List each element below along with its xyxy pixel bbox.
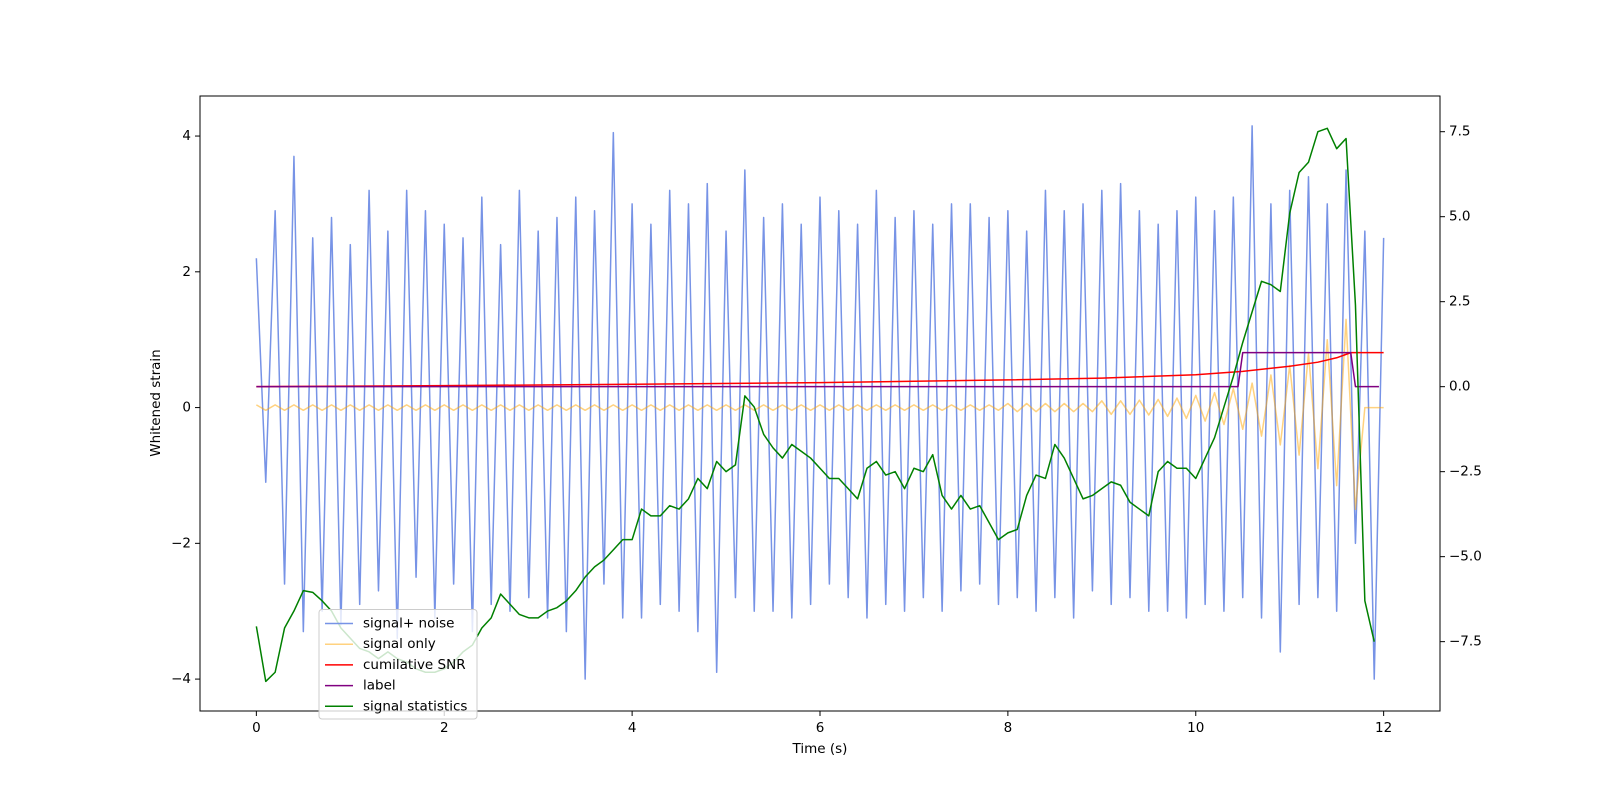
x-tick-label: 4 bbox=[628, 720, 637, 736]
y2-tick-label: −5.0 bbox=[1449, 549, 1482, 565]
y-axis-label: Whitened strain bbox=[148, 349, 164, 456]
y2-tick-label: 2.5 bbox=[1449, 294, 1470, 310]
legend-label: label bbox=[363, 678, 396, 694]
legend-label: cumilative SNR bbox=[363, 657, 466, 673]
legend-box bbox=[318, 609, 478, 720]
legend-label: signal+ noise bbox=[363, 616, 454, 632]
y-tick-label: 4 bbox=[182, 128, 191, 144]
series-line bbox=[255, 318, 1384, 511]
y-tick-label: 0 bbox=[182, 400, 191, 416]
plot-lines bbox=[255, 125, 1385, 683]
x-axis-label: Time (s) bbox=[792, 741, 848, 757]
x-tick-label: 6 bbox=[816, 720, 825, 736]
legend: signal+ noise signal only cumilative SNR la… bbox=[318, 609, 478, 720]
series-line bbox=[256, 351, 1379, 388]
series-line bbox=[255, 125, 1385, 680]
y-tick-label: 2 bbox=[182, 264, 191, 280]
x-tick-label: 10 bbox=[1187, 720, 1204, 736]
x-tick-label: 12 bbox=[1375, 720, 1392, 736]
y2-tick-label: 5.0 bbox=[1449, 209, 1470, 225]
x-tick-label: 8 bbox=[1004, 720, 1013, 736]
y-tick-label: −2 bbox=[171, 535, 191, 551]
x-tick-label: 2 bbox=[440, 720, 449, 736]
y2-tick-label: 0.0 bbox=[1449, 379, 1470, 395]
y2-tick-label: 7.5 bbox=[1449, 124, 1470, 140]
y-tick-label: −4 bbox=[171, 671, 191, 687]
x-tick-label: 0 bbox=[252, 720, 261, 736]
y2-tick-label: −7.5 bbox=[1449, 634, 1482, 650]
y2-tick-label: −2.5 bbox=[1449, 464, 1482, 480]
legend-label: signal statistics bbox=[363, 698, 467, 714]
legend-label: signal only bbox=[363, 636, 436, 652]
